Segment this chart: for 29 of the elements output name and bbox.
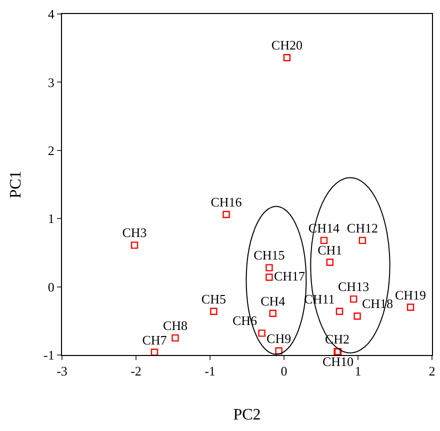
data-label: CH3 (122, 225, 147, 240)
data-label: CH13 (338, 279, 370, 294)
x-tick-label: -1 (204, 364, 216, 379)
data-label: CH7 (142, 332, 168, 348)
x-tick-label: -2 (130, 364, 142, 379)
x-axis-title: PC2 (233, 406, 261, 424)
data-label: CH1 (318, 242, 342, 258)
y-tick-label: 1 (48, 211, 54, 226)
y-axis-title: PC1 (7, 170, 24, 198)
x-tick-label: 2 (428, 364, 436, 379)
data-label: CH16 (210, 194, 242, 210)
y-tick-label: -1 (44, 348, 54, 363)
x-tick-label: -3 (56, 364, 68, 379)
data-label: CH4 (260, 293, 286, 308)
data-label: CH17 (274, 268, 306, 284)
x-tick-label: 0 (280, 364, 288, 379)
y-tick-label: 3 (48, 74, 54, 90)
data-label: CH19 (395, 287, 426, 302)
data-label: CH12 (346, 220, 378, 236)
y-tick-label: 4 (48, 6, 55, 22)
y-tick-label: 0 (48, 279, 54, 294)
data-label: CH8 (162, 318, 188, 333)
data-label: CH5 (201, 291, 226, 306)
data-label: CH9 (266, 330, 292, 346)
data-label: CH10 (322, 354, 354, 370)
x-tick-label: 1 (354, 364, 362, 379)
data-label: CH15 (254, 248, 285, 263)
data-label: CH20 (271, 38, 302, 53)
y-tick-label: 2 (48, 142, 54, 158)
